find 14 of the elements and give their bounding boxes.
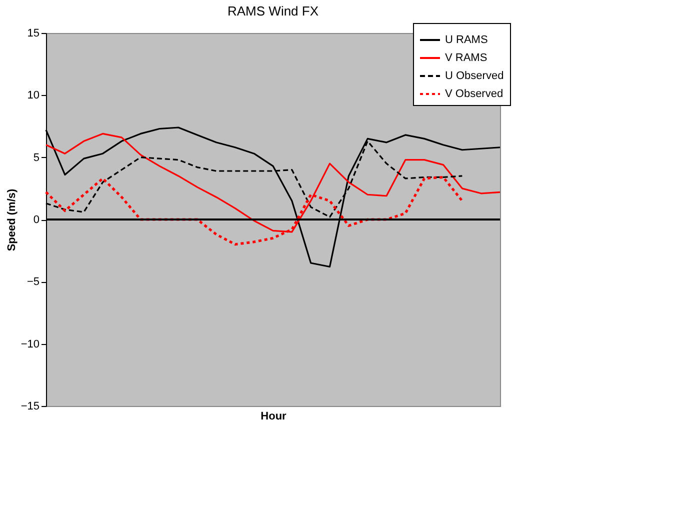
y-tick-label: 15	[27, 28, 40, 40]
y-tick-label: 0	[33, 214, 40, 226]
legend-label: V RAMS	[445, 52, 488, 64]
chart-title: RAMS Wind FX	[227, 4, 319, 18]
y-tick-label: −10	[20, 338, 40, 350]
legend-label: V Observed	[445, 88, 504, 100]
x-axis-title: Hour	[260, 410, 288, 422]
y-tick-label: 5	[33, 152, 40, 164]
y-tick-label: −5	[26, 276, 40, 288]
legend-label: U Observed	[445, 70, 504, 82]
y-tick-label: −15	[20, 400, 40, 412]
y-axis-title: Speed (m/s)	[6, 188, 18, 252]
y-tick-label: 10	[27, 90, 40, 102]
legend-label: U RAMS	[445, 34, 488, 46]
